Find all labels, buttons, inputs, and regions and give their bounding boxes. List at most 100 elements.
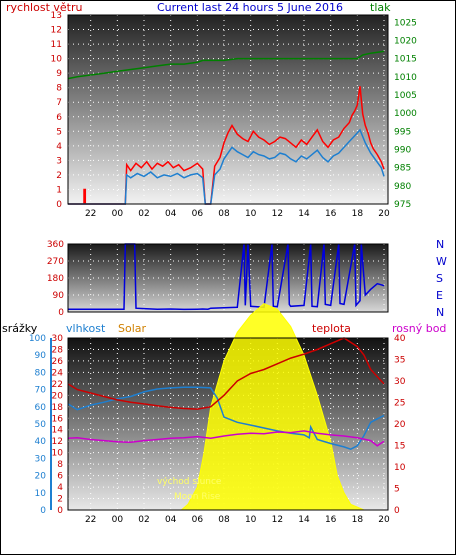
wind-y-tick-label: 6 [56, 113, 62, 123]
temp-left-tick-label: 20 [52, 391, 64, 401]
temp-right-tick-label: 35 [394, 356, 405, 366]
x-tick-label: 04 [165, 515, 177, 525]
wind-plot-area [68, 15, 388, 204]
temp-right-tick-label: 15 [394, 442, 405, 452]
x-tick-label: 02 [138, 209, 149, 219]
wind-y-tick-label: 0 [56, 200, 62, 210]
rain-tick-label: 10 [35, 489, 47, 499]
wind-y-tick-label: 2 [56, 171, 62, 181]
rain-tick-label: 30 [35, 454, 47, 464]
x-tick-label: 22 [85, 209, 96, 219]
wind-y-tick-label: 13 [51, 11, 62, 21]
pressure-y-tick-label: 990 [394, 145, 411, 155]
rain-tick-label: 100 [29, 334, 46, 344]
wind-y-tick-label: 5 [56, 127, 62, 137]
temp-series [67, 303, 385, 511]
wind-y-tick-label: 10 [51, 55, 63, 65]
rain-axis-bar [50, 338, 52, 510]
temp-left-tick-label: 14 [52, 426, 64, 436]
temp-right-tick-label: 40 [394, 334, 406, 344]
pressure-y-tick-label: 1020 [394, 36, 417, 46]
x-tick-label: 18 [352, 515, 364, 525]
temp-left-tick-label: 22 [52, 380, 63, 390]
rain-tick-label: 60 [35, 403, 47, 413]
wind-y-tick-label: 4 [56, 142, 62, 152]
temp-ticks: 0246810121416182022242628300102030405060… [29, 334, 406, 525]
x-tick-label: 10 [245, 209, 257, 219]
pressure-y-tick-label: 1005 [394, 91, 417, 101]
dew-line [67, 430, 385, 447]
temp-right-tick-label: 5 [394, 485, 400, 495]
x-tick-label: 06 [192, 209, 204, 219]
pressure-y-tick-label: 985 [394, 164, 411, 174]
wind-axis-label: rychlost větru [6, 1, 82, 14]
temp-right-tick-label: 25 [394, 399, 405, 409]
humidity-axis-label: vlhkost [66, 322, 106, 335]
compass-label: E [436, 289, 443, 302]
wind-y-tick-label: 9 [56, 69, 62, 79]
wind-y-tick-label: 11 [51, 40, 62, 50]
pressure-y-tick-label: 975 [394, 200, 411, 210]
rain-tick-label: 0 [40, 506, 46, 516]
x-tick-label: 12 [272, 515, 283, 525]
wind-y-tick-label: 3 [56, 156, 62, 166]
x-tick-label: 10 [245, 515, 257, 525]
direction-y-tick-label: 0 [58, 308, 64, 318]
solar-axis-label: Solar [118, 322, 147, 335]
wind-y-tick-label: 8 [56, 84, 62, 94]
x-tick-label: 14 [298, 515, 310, 525]
direction-y-tick-label: 270 [47, 257, 64, 267]
wind-series [67, 50, 385, 205]
dew-axis-label: rosný bod [392, 322, 446, 335]
pressure-y-tick-label: 995 [394, 127, 411, 137]
rain-tick-label: 90 [35, 351, 47, 361]
pressure-line [67, 50, 385, 80]
temp-left-tick-label: 0 [57, 506, 63, 516]
temp-left-tick-label: 8 [57, 460, 63, 470]
x-tick-label: 18 [352, 209, 364, 219]
pressure-y-tick-label: 1025 [394, 18, 417, 28]
solar-area [179, 303, 365, 511]
x-tick-label: 16 [325, 515, 337, 525]
temp-right-tick-label: 10 [394, 463, 406, 473]
x-tick-label: 20 [378, 209, 390, 219]
rain-tick-label: 80 [35, 368, 47, 378]
x-tick-label: 06 [192, 515, 204, 525]
rain-tick-label: 40 [35, 437, 47, 447]
pressure-y-tick-label: 1000 [394, 109, 417, 119]
temp-left-tick-label: 12 [52, 437, 63, 447]
compass-label: N [436, 306, 444, 319]
x-tick-label: 22 [85, 515, 96, 525]
gust-line [68, 128, 385, 205]
x-tick-label: 00 [112, 515, 124, 525]
temp-left-tick-label: 16 [52, 414, 64, 424]
pressure-y-tick-label: 980 [394, 182, 411, 192]
temp-right-tick-label: 30 [394, 377, 406, 387]
temp-left-tick-label: 4 [57, 483, 63, 493]
temp-right-tick-label: 0 [394, 506, 400, 516]
x-tick-label: 08 [218, 209, 230, 219]
temp-line [67, 337, 385, 410]
x-tick-label: 08 [218, 515, 230, 525]
pressure-y-tick-label: 1010 [394, 73, 417, 83]
direction-y-tick-label: 180 [47, 274, 64, 284]
x-tick-label: 12 [272, 209, 283, 219]
humidity-line [67, 386, 385, 451]
x-tick-label: 14 [298, 209, 310, 219]
temp-left-tick-label: 18 [52, 403, 64, 413]
moonrise-annotation: Moon Rise [174, 492, 221, 502]
wind-ticks: 0123456789101112139759809859909951000100… [51, 11, 418, 219]
temp-left-tick-label: 28 [52, 345, 64, 355]
temp-left-tick-label: 30 [52, 334, 64, 344]
temp-axis-label: teplota [312, 322, 351, 335]
compass-label: S [436, 272, 443, 285]
temp-right-tick-label: 20 [394, 420, 406, 430]
wind-y-tick-label: 1 [56, 185, 62, 195]
wind-y-tick-label: 12 [51, 26, 62, 36]
x-tick-label: 00 [112, 209, 124, 219]
direction-y-tick-label: 360 [47, 240, 64, 250]
wind-y-tick-label: 7 [56, 98, 62, 108]
compass-label: N [436, 238, 444, 251]
temp-left-tick-label: 10 [52, 449, 64, 459]
temp-left-tick-label: 24 [52, 368, 64, 378]
